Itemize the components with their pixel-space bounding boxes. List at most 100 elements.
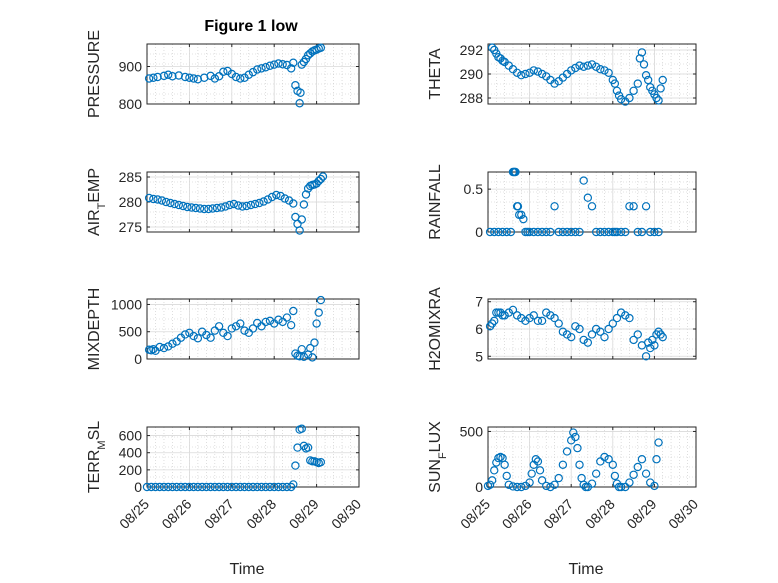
data-point xyxy=(554,473,563,483)
data-point xyxy=(316,43,326,52)
data-point xyxy=(291,349,300,358)
data-point xyxy=(506,227,516,237)
data-point xyxy=(625,313,634,323)
data-point xyxy=(231,322,241,331)
data-point xyxy=(168,339,177,348)
data-point xyxy=(637,48,647,57)
data-point xyxy=(210,326,220,335)
data-point xyxy=(274,482,283,492)
data-point xyxy=(591,469,601,478)
y-tick-label: 0 xyxy=(134,351,142,367)
data-point xyxy=(253,482,262,492)
data-point xyxy=(533,457,543,466)
x-tick-label: 08/30 xyxy=(328,496,364,532)
data-point xyxy=(587,330,597,339)
data-point xyxy=(652,455,661,464)
data-point xyxy=(204,204,213,214)
data-point xyxy=(303,443,313,452)
data-point xyxy=(637,455,647,464)
data-point xyxy=(496,308,505,317)
data-point xyxy=(621,311,630,320)
data-point xyxy=(208,204,217,213)
data-point xyxy=(155,342,164,352)
data-point xyxy=(240,326,249,335)
data-point xyxy=(633,330,642,339)
data-point xyxy=(558,460,568,469)
data-point xyxy=(153,195,162,204)
data-point xyxy=(259,197,268,206)
data-point xyxy=(591,62,601,72)
data-point xyxy=(261,63,270,72)
data-point xyxy=(567,227,576,237)
data-point xyxy=(525,313,534,323)
data-point xyxy=(270,60,279,69)
subplot-grid: 800 900 PRESSURE 288 290 292 THETA 275 280 285 AIR… xyxy=(86,30,701,578)
data-point xyxy=(296,88,305,97)
data-point xyxy=(246,200,256,210)
data-point xyxy=(596,327,605,336)
data-point xyxy=(210,482,220,492)
data-point xyxy=(282,313,292,322)
data-point xyxy=(231,72,241,82)
axes-box xyxy=(146,298,360,360)
data-point xyxy=(166,198,175,208)
data-point xyxy=(149,73,158,82)
y-axis-label: MIXDEPTH xyxy=(86,288,103,371)
data-point xyxy=(153,72,162,82)
data-point xyxy=(227,324,236,333)
data-point xyxy=(274,315,283,324)
data-point xyxy=(629,335,638,345)
data-point xyxy=(183,202,192,212)
data-point xyxy=(517,482,526,492)
data-point xyxy=(233,201,243,210)
data-point xyxy=(616,482,626,492)
data-point xyxy=(658,75,667,85)
data-point xyxy=(650,481,659,491)
data-point xyxy=(587,202,597,211)
data-point xyxy=(267,192,277,202)
data-point xyxy=(550,313,559,323)
data-point xyxy=(654,227,663,237)
y-tick-label: 288 xyxy=(460,90,484,106)
series-markers xyxy=(144,295,326,362)
data-point xyxy=(229,199,239,209)
data-point xyxy=(583,193,593,202)
y-tick-label: 7 xyxy=(475,294,483,310)
x-tick-label: 08/26 xyxy=(499,496,535,532)
data-point xyxy=(583,61,593,70)
data-point xyxy=(546,227,555,237)
data-point xyxy=(314,308,323,317)
data-point xyxy=(558,327,568,336)
plot-area xyxy=(488,427,696,487)
data-point xyxy=(531,455,541,464)
data-point xyxy=(571,63,580,73)
data-point xyxy=(216,203,226,212)
data-point xyxy=(195,204,205,213)
data-point xyxy=(291,81,300,90)
data-point xyxy=(278,482,287,492)
y-tick-label: 900 xyxy=(119,59,143,75)
data-point xyxy=(244,328,253,338)
data-point xyxy=(253,65,262,74)
data-point xyxy=(650,227,659,237)
data-point xyxy=(227,482,236,492)
data-point xyxy=(212,203,222,213)
data-point xyxy=(508,482,518,491)
data-point xyxy=(567,332,576,342)
data-point xyxy=(263,195,273,204)
y-tick-label: 285 xyxy=(119,169,143,185)
data-point xyxy=(265,316,275,326)
y-tick-label: 0.5 xyxy=(464,181,484,197)
data-point xyxy=(200,204,209,214)
data-point xyxy=(487,43,497,52)
data-point xyxy=(172,482,181,492)
data-point xyxy=(652,93,661,103)
data-point xyxy=(521,69,530,79)
data-point xyxy=(240,482,249,492)
data-point xyxy=(189,74,198,83)
data-point xyxy=(214,322,224,331)
data-point xyxy=(270,482,279,492)
data-point xyxy=(316,174,326,184)
data-point xyxy=(157,196,167,205)
subplot-mixdepth: 0 500 1000 MIXDEPTH xyxy=(86,288,360,371)
